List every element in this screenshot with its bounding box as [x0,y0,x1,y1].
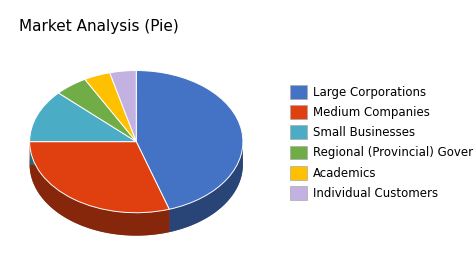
Polygon shape [136,138,169,232]
Polygon shape [29,138,136,165]
Wedge shape [29,142,169,213]
Legend: Large Corporations, Medium Companies, Small Businesses, Regional (Provincial) Go: Large Corporations, Medium Companies, Sm… [290,85,474,200]
Polygon shape [29,138,136,165]
Wedge shape [110,70,136,142]
Ellipse shape [29,93,243,236]
Wedge shape [29,93,136,142]
Text: Market Analysis (Pie): Market Analysis (Pie) [19,19,179,34]
Polygon shape [169,139,243,232]
Polygon shape [136,138,169,232]
Wedge shape [85,73,136,142]
Wedge shape [58,79,136,142]
Wedge shape [136,70,243,209]
Polygon shape [29,138,169,236]
